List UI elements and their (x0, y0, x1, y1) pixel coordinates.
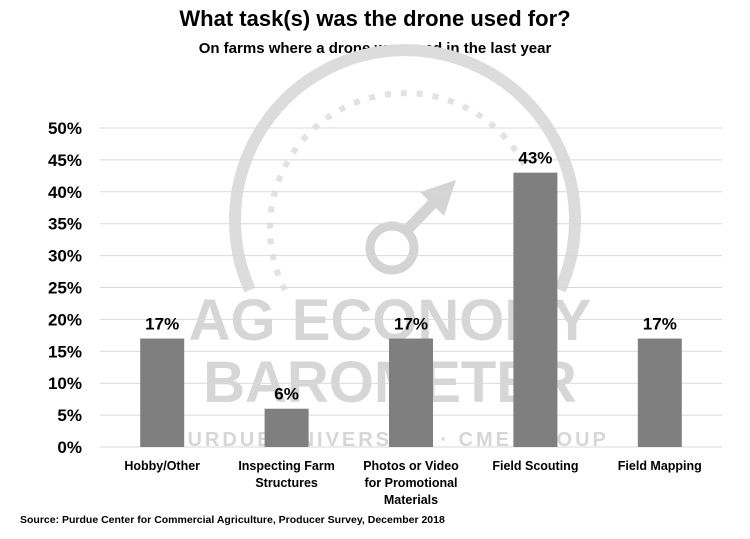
x-tick-label: for Promotional (364, 476, 457, 490)
y-tick-label: 5% (57, 406, 82, 425)
bar (140, 338, 185, 447)
data-label: 6% (274, 385, 299, 404)
chart-title: What task(s) was the drone used for? (179, 6, 571, 31)
y-tick-label: 25% (48, 279, 82, 298)
x-axis: Hobby/Other Inspecting Farm Structures Phot… (124, 459, 701, 507)
bar (389, 338, 433, 447)
y-tick-label: 45% (48, 151, 82, 170)
x-tick-label: Field Scouting (492, 459, 578, 473)
bars (140, 172, 682, 447)
x-tick-label: Photos or Video (363, 459, 459, 473)
y-tick-label: 40% (48, 183, 82, 202)
bar (637, 338, 682, 447)
y-tick-label: 15% (48, 342, 82, 361)
y-tick-label: 0% (57, 438, 82, 457)
y-tick-label: 35% (48, 215, 82, 234)
source-note: Source: Purdue Center for Commercial Agr… (20, 514, 445, 526)
x-tick-label: Inspecting Farm (238, 459, 335, 473)
data-label: 17% (643, 315, 677, 334)
data-labels: 17% 6% 17% 43% 17% (145, 149, 677, 404)
x-tick-label: Structures (255, 476, 318, 490)
y-tick-label: 20% (48, 310, 82, 329)
data-label: 43% (518, 149, 552, 168)
x-tick-label: Hobby/Other (124, 459, 200, 473)
x-tick-label: Field Mapping (618, 459, 702, 473)
x-tick-label: Materials (384, 493, 438, 507)
data-label: 17% (394, 315, 428, 334)
bar (513, 172, 558, 447)
bar (264, 408, 309, 447)
y-tick-label: 50% (48, 119, 82, 138)
y-tick-label: 30% (48, 247, 82, 266)
y-axis: 0% 5% 10% 15% 20% 25% 30% 35% 40% 45% 50% (48, 119, 82, 457)
y-tick-label: 10% (48, 374, 82, 393)
data-label: 17% (145, 315, 179, 334)
